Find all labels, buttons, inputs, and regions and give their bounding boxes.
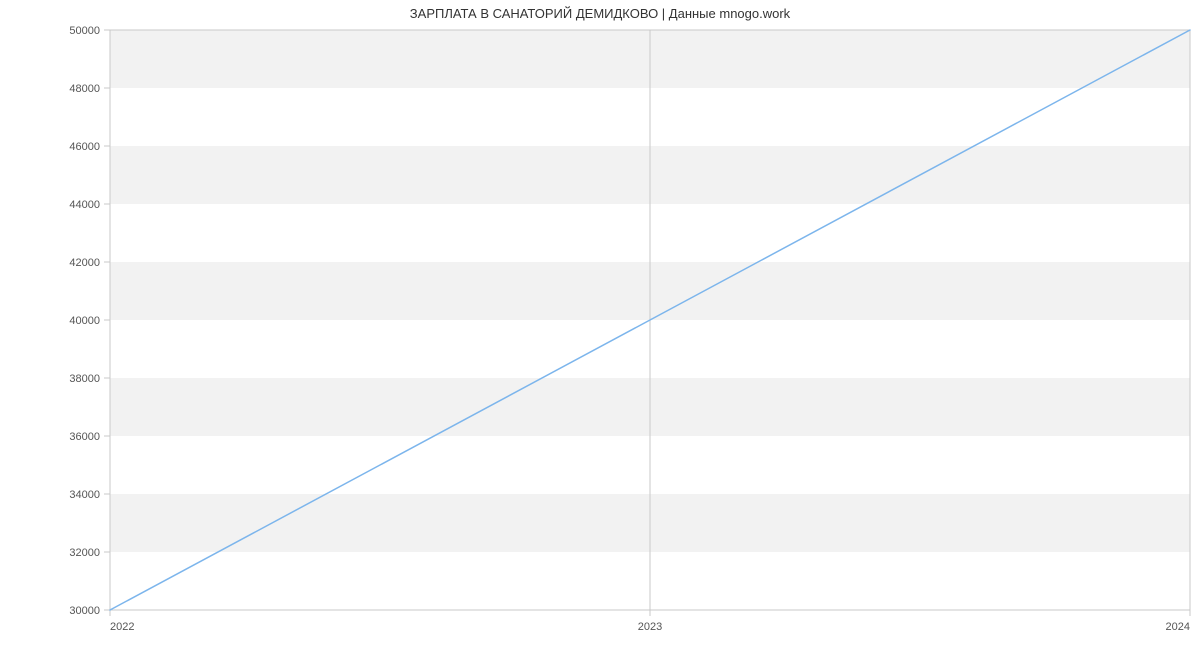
chart-title: ЗАРПЛАТА В САНАТОРИЙ ДЕМИДКОВО | Данные … (0, 6, 1200, 21)
y-tick-label: 46000 (69, 141, 100, 153)
y-tick-label: 30000 (69, 605, 100, 617)
x-tick-label: 2023 (638, 621, 662, 633)
x-tick-label: 2024 (1166, 621, 1190, 633)
x-tick-label: 2022 (110, 621, 134, 633)
y-tick-label: 32000 (69, 547, 100, 559)
y-tick-label: 48000 (69, 83, 100, 95)
y-tick-label: 42000 (69, 257, 100, 269)
y-tick-label: 50000 (69, 25, 100, 37)
salary-line-chart: ЗАРПЛАТА В САНАТОРИЙ ДЕМИДКОВО | Данные … (0, 0, 1200, 650)
chart-svg: 30000 32000 34000 36000 38000 40000 42000 44000… (0, 0, 1200, 650)
y-tick-label: 44000 (69, 199, 100, 211)
y-tick-label: 34000 (69, 489, 100, 501)
y-tick-label: 40000 (69, 315, 100, 327)
y-tick-label: 38000 (69, 373, 100, 385)
y-tick-label: 36000 (69, 431, 100, 443)
